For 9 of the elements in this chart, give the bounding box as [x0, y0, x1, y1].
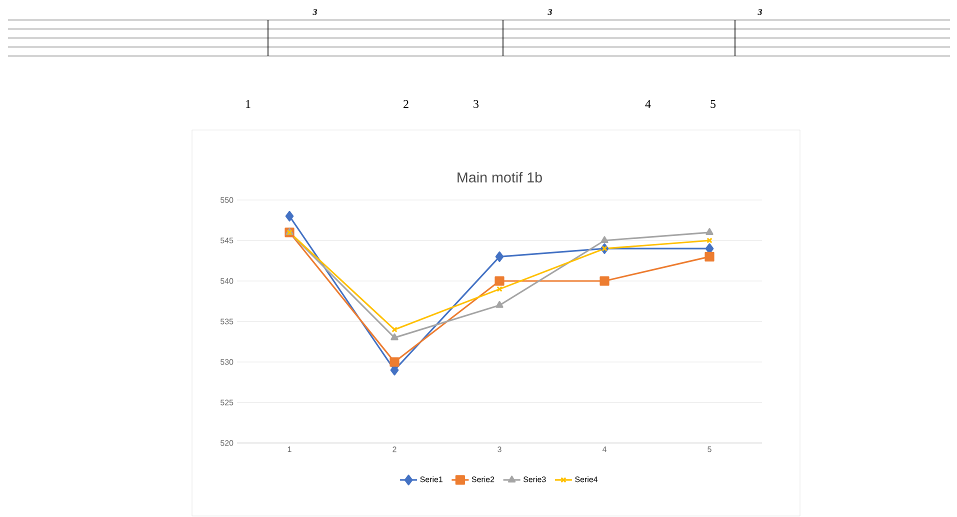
text: 5	[710, 100, 716, 108]
text: 3	[312, 8, 318, 16]
text: 4	[645, 100, 651, 108]
text: 3	[548, 8, 552, 16]
chart-title: Main motif 1b	[458, 172, 542, 182]
text: 3	[474, 100, 479, 108]
text: 1	[246, 100, 250, 108]
text: 3	[758, 8, 762, 16]
text: 2	[404, 100, 408, 108]
